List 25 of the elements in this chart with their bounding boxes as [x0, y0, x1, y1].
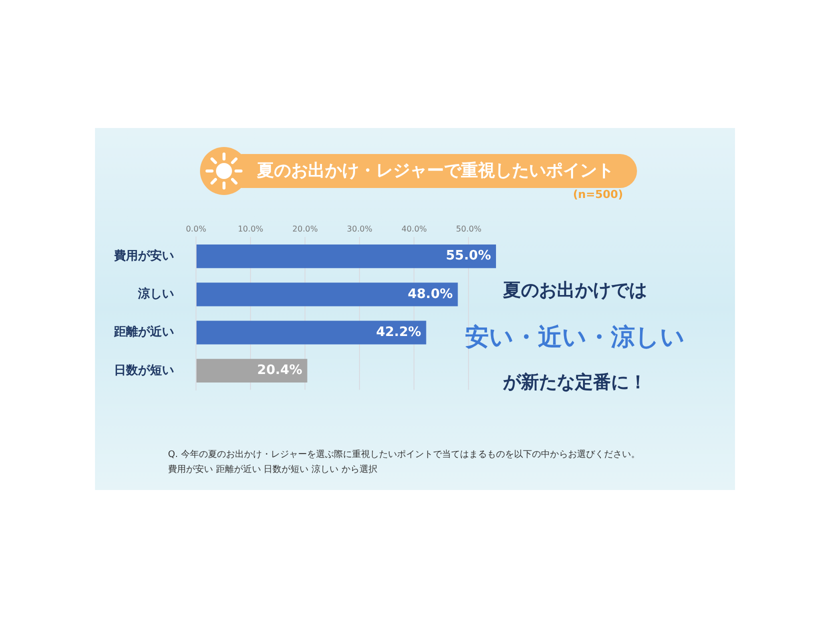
- bar: [196, 244, 496, 268]
- x-tick-label: 0.0%: [186, 224, 207, 234]
- text: 費用が安い 距離が近い 日数が短い 涼しい から選択: [168, 464, 378, 477]
- y-tick-label: 涼しい: [137, 286, 174, 301]
- bar: [196, 282, 458, 306]
- x-tick-label: 40.0%: [401, 224, 428, 234]
- text: (n=500): [573, 188, 624, 201]
- bar: [196, 358, 308, 383]
- bar: [196, 320, 426, 344]
- data-label: 42.2%: [376, 324, 422, 340]
- y-tick-label: 距離が近い: [113, 324, 174, 339]
- y-tick-label: 日数が短い: [114, 362, 174, 377]
- data-label: 55.0%: [446, 248, 491, 264]
- data-label: 20.4%: [257, 363, 302, 378]
- data-label: 48.0%: [408, 286, 453, 302]
- text: 夏のお出かけでは: [502, 279, 648, 303]
- y-tick-label: 費用が安い: [113, 248, 174, 262]
- x-tick-label: 30.0%: [346, 224, 373, 234]
- text: が新たな定番に！: [502, 371, 648, 395]
- text: Q. 今年の夏のお出かけ・レジャーを選ぶ際に重視したいポイントで当てはまるものを以下の中からお選びください。: [168, 448, 640, 462]
- x-tick-label: 20.0%: [292, 224, 318, 234]
- chart-title: 夏のお出かけ・レジャーで重視したいポイント: [257, 160, 614, 182]
- annotation: 安い・近い・涼しい: [465, 322, 685, 353]
- x-tick-label: 10.0%: [238, 224, 264, 234]
- x-tick-label: 50.0%: [456, 224, 482, 234]
